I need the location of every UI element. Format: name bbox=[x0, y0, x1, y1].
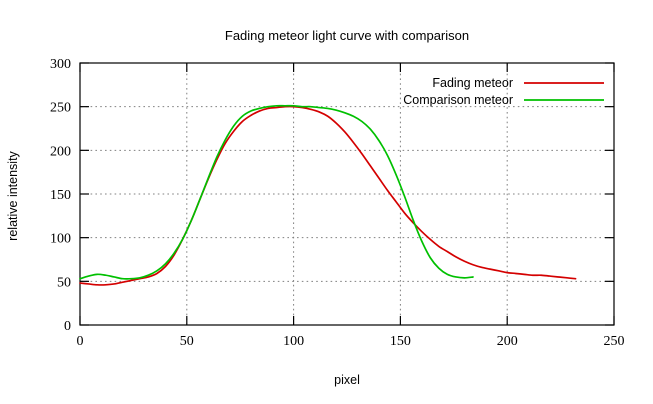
y-tick-label: 150 bbox=[50, 188, 71, 203]
x-tick-label: 100 bbox=[283, 334, 304, 349]
series-line-comparison-meteor bbox=[79, 104, 474, 280]
y-axis-label: relative intensity bbox=[6, 150, 20, 240]
y-tick-label: 300 bbox=[50, 57, 71, 72]
series-line-fading-meteor bbox=[79, 105, 577, 286]
x-tick-label: 150 bbox=[390, 334, 411, 349]
y-axis-tick-labels: 0 50 100 150 200 250 300 bbox=[50, 57, 71, 334]
x-tick-label: 50 bbox=[180, 334, 194, 349]
y-tick-label: 0 bbox=[64, 319, 71, 334]
x-tick-label: 200 bbox=[497, 334, 518, 349]
x-axis-tick-labels: 0 50 100 150 200 250 bbox=[77, 334, 625, 349]
x-tick-label: 250 bbox=[604, 334, 625, 349]
legend-label: Fading meteor bbox=[432, 76, 513, 90]
grid-lines bbox=[81, 64, 613, 324]
y-tick-label: 250 bbox=[50, 101, 71, 116]
tick-marks bbox=[79, 62, 615, 326]
y-tick-label: 100 bbox=[50, 232, 71, 247]
chart-legend: Fading meteor Comparison meteor bbox=[403, 76, 604, 107]
data-series bbox=[79, 104, 577, 286]
legend-label: Comparison meteor bbox=[403, 93, 513, 107]
y-tick-label: 50 bbox=[57, 275, 71, 290]
plot-area-border bbox=[79, 62, 615, 326]
x-tick-label: 0 bbox=[77, 334, 84, 349]
x-axis-label: pixel bbox=[334, 373, 360, 387]
y-tick-label: 200 bbox=[50, 144, 71, 159]
chart-title: Fading meteor light curve with compariso… bbox=[225, 28, 469, 43]
